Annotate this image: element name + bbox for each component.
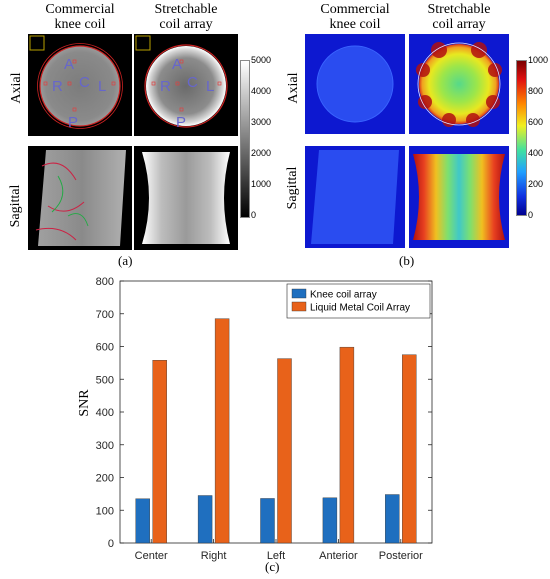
bar-knee-coil-left xyxy=(260,498,275,544)
plot-frame xyxy=(119,280,433,544)
roi-label-p: P xyxy=(176,114,187,131)
x-tick-label: Posterior xyxy=(379,550,423,562)
y-tick-label: 400 xyxy=(96,407,114,419)
bar-liquid-metal-left xyxy=(277,358,292,544)
colorbar-grayscale xyxy=(240,60,250,218)
roi-label-r: R xyxy=(52,78,63,95)
panel-a-col2-header: Stretchable coil array xyxy=(154,2,218,32)
panel-a-row-axial: Axial xyxy=(9,72,24,104)
chart-axes: 0 100 200 300 400 500 600 700 800 Center Right Left… xyxy=(96,276,433,562)
snr-map-axial-stretchable xyxy=(409,34,509,134)
legend-box xyxy=(286,283,431,319)
colorbar-b-tick: 400 xyxy=(528,148,544,158)
colorbar-a-tick: 5000 xyxy=(251,55,272,65)
x-tick-label: Center xyxy=(135,550,168,562)
image-axial-stretchable: A R C L P xyxy=(134,34,238,136)
colorbar-a-tick: 1000 xyxy=(251,179,272,189)
y-tick-label: 600 xyxy=(96,342,114,354)
legend-entry: Knee coil array xyxy=(310,290,377,301)
colorbar-b-tick: 1000 xyxy=(528,55,549,65)
panel-b-row-sagittal: Sagittal xyxy=(285,166,300,210)
snr-map-sagittal-commercial xyxy=(305,146,405,248)
chart-legend: Knee coil array Liquid Metal Coil Array xyxy=(286,283,431,319)
bar-liquid-metal-posterior xyxy=(402,354,417,544)
y-tick-label: 300 xyxy=(96,440,114,452)
colorbar-a-tick: 3000 xyxy=(251,117,272,127)
y-tick-label: 0 xyxy=(108,538,114,550)
panel-c-label: (c) xyxy=(265,559,280,574)
bar-knee-coil-anterior xyxy=(322,497,338,544)
y-tick-label: 200 xyxy=(96,473,114,485)
panel-a-col1-header: Commercial knee coil xyxy=(45,2,115,32)
x-tick-label: Anterior xyxy=(319,550,358,562)
snr-bar-chart: 0 100 200 300 400 500 600 700 800 Center Right Left… xyxy=(77,276,433,562)
bar-liquid-metal-right xyxy=(214,318,230,544)
snr-map-axial-commercial xyxy=(305,34,405,134)
panel-b: Commercial knee coil Stretchable coil ar… xyxy=(275,0,550,270)
roi-label-r: R xyxy=(160,78,171,95)
panel-b-col2-header: Stretchable coil array xyxy=(427,2,491,32)
legend-swatch xyxy=(291,288,307,299)
x-tick-label: Left xyxy=(267,550,285,562)
colorbar-b-tick: 800 xyxy=(528,86,544,96)
bar-knee-coil-posterior xyxy=(385,494,400,544)
panel-a-row-sagittal: Sagittal xyxy=(8,184,23,228)
roi-label-c: C xyxy=(79,74,90,91)
panel-b-col1-header: Commercial knee coil xyxy=(320,2,390,32)
roi-label-a: A xyxy=(172,56,183,73)
panel-a-label: (a) xyxy=(118,253,133,268)
bar-liquid-metal-anterior xyxy=(339,346,355,544)
image-sagittal-stretchable xyxy=(134,146,238,250)
roi-label-l: L xyxy=(206,78,215,95)
panel-b-label: (b) xyxy=(399,253,415,268)
y-tick-label: 800 xyxy=(96,276,114,288)
image-sagittal-commercial xyxy=(28,146,132,250)
panel-a: Commercial knee coil Stretchable coil ar… xyxy=(0,0,275,270)
legend-swatch xyxy=(291,301,307,312)
y-tick-label: 700 xyxy=(96,309,114,321)
roi-label-p: P xyxy=(68,114,79,131)
y-tick-label: 100 xyxy=(96,505,114,517)
colorbar-b-tick: 600 xyxy=(528,117,544,127)
snr-map-sagittal-stretchable xyxy=(409,146,509,248)
chart-bars xyxy=(135,318,417,544)
colorbar-jet xyxy=(516,60,527,216)
colorbar-a-tick: 4000 xyxy=(251,86,272,96)
roi-label-c: C xyxy=(187,74,198,91)
bar-knee-coil-right xyxy=(197,495,213,544)
y-axis-label: SNR xyxy=(77,389,92,417)
bar-liquid-metal-center xyxy=(152,360,167,544)
bar-knee-coil-center xyxy=(135,498,150,544)
colorbar-a-tick: 2000 xyxy=(251,148,272,158)
image-axial-commercial: A R C L P xyxy=(28,34,132,136)
panel-b-row-axial: Axial xyxy=(286,72,301,104)
colorbar-b-tick: 200 xyxy=(528,179,544,189)
colorbar-b-tick: 0 xyxy=(528,210,534,220)
y-tick-label: 500 xyxy=(96,374,114,386)
colorbar-a-tick: 0 xyxy=(251,210,257,220)
x-tick-label: Right xyxy=(201,550,227,562)
roi-label-a: A xyxy=(64,56,75,73)
roi-label-l: L xyxy=(98,78,107,95)
legend-entry: Liquid Metal Coil Array xyxy=(310,303,410,314)
